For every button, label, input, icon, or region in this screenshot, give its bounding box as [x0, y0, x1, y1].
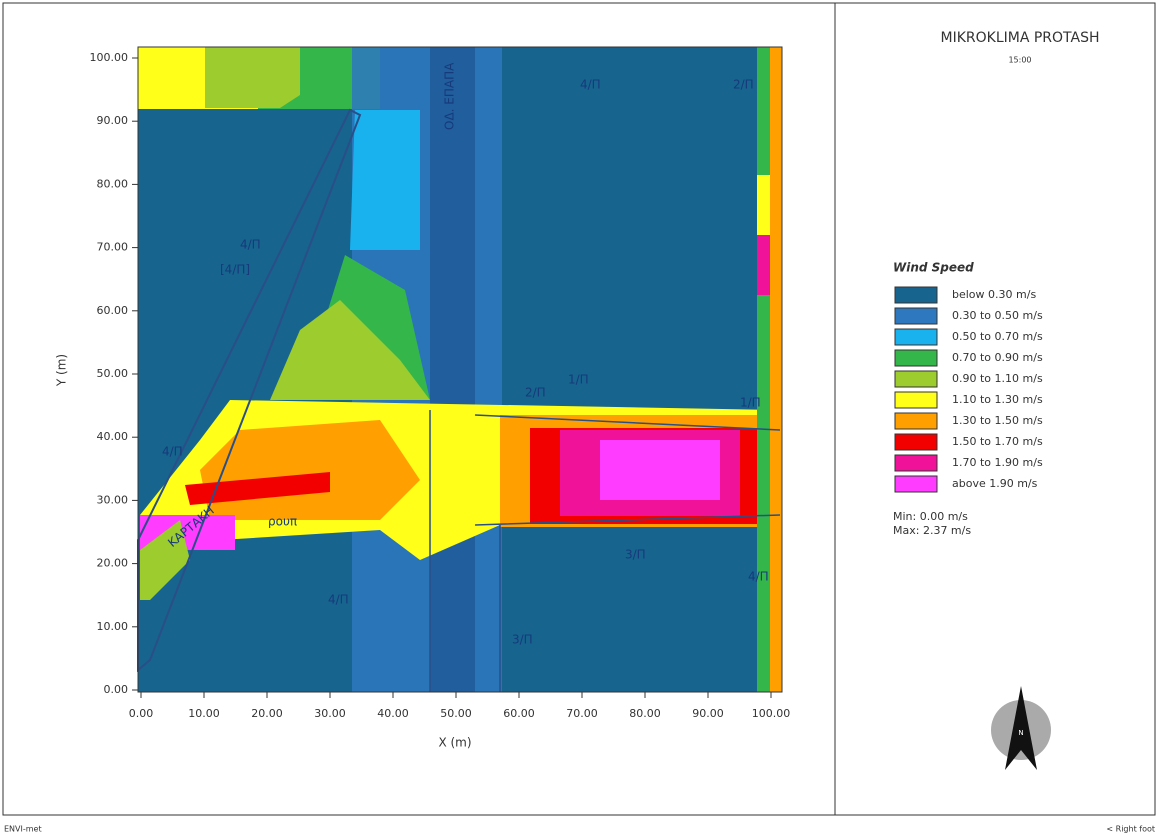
- x-tick-label: 100.00: [752, 707, 791, 720]
- map-label: 3/П: [512, 633, 533, 647]
- time: 15:00: [1008, 56, 1031, 65]
- zone: [757, 47, 770, 692]
- map-label: ΟΔ. ΕΠΑΠΑ: [443, 62, 457, 130]
- y-tick-label: 50.00: [97, 367, 129, 380]
- x-tick-label: 20.00: [251, 707, 283, 720]
- legend-label: 0.30 to 0.50 m/s: [952, 309, 1043, 322]
- legend-label: above 1.90 m/s: [952, 477, 1038, 490]
- y-tick-label: 0.00: [104, 683, 129, 696]
- map-label: 2/П: [525, 386, 546, 400]
- y-axis-label: Y (m): [55, 354, 69, 387]
- x-axis-label: X (m): [438, 736, 471, 750]
- map-label: 4/П: [580, 78, 601, 92]
- title: MIKROKLIMA PROTASH: [941, 30, 1100, 46]
- legend-swatch: [895, 350, 937, 366]
- legend-label: 0.70 to 0.90 m/s: [952, 351, 1043, 364]
- page: 4/П 2/П 4/П [4/П] 2/П 1/П 1/П 4/П 3/П 4/…: [0, 0, 1158, 836]
- y-tick-label: 70.00: [97, 241, 129, 254]
- map-label: 1/П: [740, 396, 761, 410]
- zone: [430, 47, 475, 692]
- legend-swatch: [895, 392, 937, 408]
- y-tick-label: 10.00: [97, 620, 129, 633]
- legend-swatch: [895, 476, 937, 492]
- y-tick-label: 40.00: [97, 430, 129, 443]
- x-tick-label: 60.00: [503, 707, 535, 720]
- y-tick-label: 100.00: [90, 51, 129, 64]
- footer-right: < Right foot: [1106, 825, 1155, 834]
- legend-label: 1.10 to 1.30 m/s: [952, 393, 1043, 406]
- legend-label: 0.50 to 0.70 m/s: [952, 330, 1043, 343]
- legend-swatch: [895, 371, 937, 387]
- map-label: 3/П: [625, 548, 646, 562]
- y-tick-label: 30.00: [97, 493, 129, 506]
- legend-label: 1.30 to 1.50 m/s: [952, 414, 1043, 427]
- x-tick-label: 0.00: [129, 707, 154, 720]
- legend-swatch: [895, 455, 937, 471]
- zone: [205, 47, 300, 108]
- min-label: Min: 0.00 m/s: [893, 510, 968, 523]
- map-label: 4/П: [328, 593, 349, 607]
- map-label: 2/П: [733, 78, 754, 92]
- x-tick-label: 40.00: [377, 707, 409, 720]
- zone: [600, 440, 720, 500]
- y-tick-label: 20.00: [97, 557, 129, 570]
- legend-label: 0.90 to 1.10 m/s: [952, 372, 1043, 385]
- footer-left: ENVI-met: [4, 825, 42, 834]
- legend-label: below 0.30 m/s: [952, 288, 1036, 301]
- legend: Wind Speed Min: 0.00 m/s Max: 2.37 m/s b…: [893, 261, 1043, 538]
- x-tick-label: 90.00: [692, 707, 724, 720]
- y-tick-label: 60.00: [97, 304, 129, 317]
- north-label: N: [1018, 729, 1023, 737]
- legend-swatch: [895, 308, 937, 324]
- legend-swatch: [895, 287, 937, 303]
- zone: [757, 235, 770, 295]
- map-label: 1/П: [568, 373, 589, 387]
- y-tick-label: 90.00: [97, 114, 129, 127]
- x-tick-label: 30.00: [314, 707, 346, 720]
- max-label: Max: 2.37 m/s: [893, 524, 971, 537]
- zone: [757, 175, 770, 235]
- legend-title: Wind Speed: [893, 261, 974, 275]
- wind-map: 4/П 2/П 4/П [4/П] 2/П 1/П 1/П 4/П 3/П 4/…: [138, 47, 782, 692]
- x-tick-label: 80.00: [629, 707, 661, 720]
- x-tick-label: 50.00: [440, 707, 472, 720]
- zone: [350, 110, 420, 250]
- legend-swatch: [895, 413, 937, 429]
- legend-swatch: [895, 434, 937, 450]
- map-label: [4/П]: [220, 263, 250, 277]
- legend-label: 1.50 to 1.70 m/s: [952, 435, 1043, 448]
- map-label: 4/П: [162, 445, 183, 459]
- north-arrow: N: [991, 686, 1051, 770]
- map-label: ρουπ: [268, 515, 297, 529]
- x-tick-label: 70.00: [566, 707, 598, 720]
- zone: [770, 47, 782, 692]
- legend-swatch: [895, 329, 937, 345]
- map-label: 4/П: [240, 238, 261, 252]
- y-tick-label: 80.00: [97, 177, 129, 190]
- x-tick-label: 10.00: [188, 707, 220, 720]
- legend-label: 1.70 to 1.90 m/s: [952, 456, 1043, 469]
- map-label: 4/П: [748, 570, 769, 584]
